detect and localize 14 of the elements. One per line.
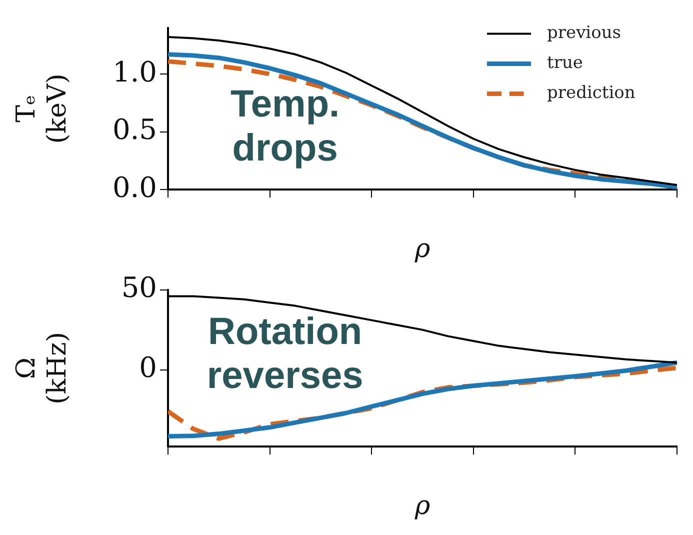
y-axis-title: Tₑ (keV)	[11, 74, 73, 144]
annotation: Rotation reverses	[206, 311, 364, 398]
legend-label: true	[547, 53, 583, 74]
y-tick-label: 0.5	[112, 113, 157, 146]
legend-label: prediction	[547, 83, 636, 104]
legend-label: previous	[547, 23, 622, 44]
y-tick-label: 50	[121, 271, 157, 304]
annotation: Temp. drops	[230, 84, 340, 170]
y-tick-label: 1.0	[112, 55, 157, 88]
y-axis-title: Ω (kHz)	[11, 332, 73, 404]
x-axis-title: ρ	[414, 491, 431, 522]
x-axis-title: ρ	[414, 234, 431, 264]
y-tick-label: 0	[139, 351, 157, 384]
y-tick-label: 0.0	[112, 170, 157, 204]
